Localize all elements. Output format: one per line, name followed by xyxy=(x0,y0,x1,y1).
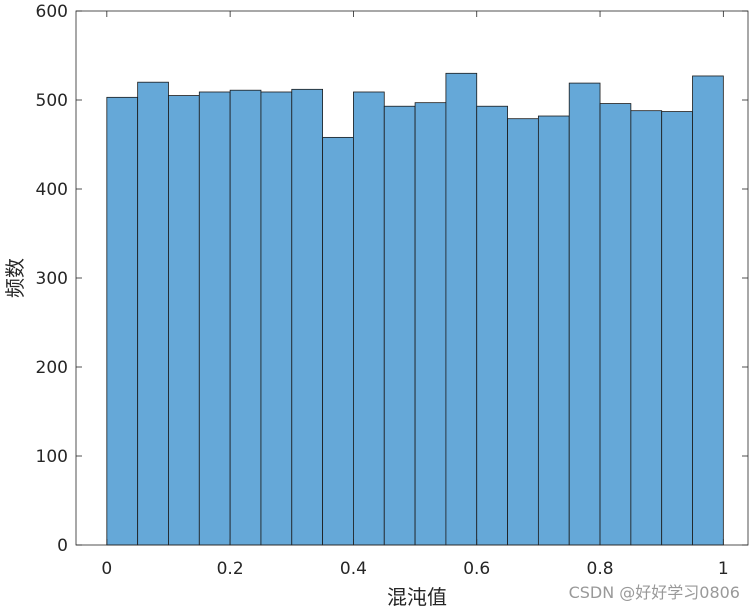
bar xyxy=(507,118,539,546)
bar xyxy=(353,91,385,546)
bar xyxy=(106,96,139,546)
x-tick-label: 0.2 xyxy=(217,559,244,579)
bar xyxy=(414,102,447,546)
y-tick-label: 400 xyxy=(36,180,68,200)
bar xyxy=(445,72,478,546)
bar xyxy=(568,82,601,546)
y-axis-label: 频数 xyxy=(3,258,27,298)
bar xyxy=(630,110,663,546)
y-tick-label: 100 xyxy=(36,447,68,467)
bar xyxy=(229,89,262,546)
bar xyxy=(537,115,570,546)
y-tick-label: 0 xyxy=(57,536,68,556)
bar xyxy=(322,136,354,546)
bar xyxy=(137,81,169,546)
y-tick-label: 600 xyxy=(36,2,68,22)
bar xyxy=(692,75,724,546)
bar xyxy=(260,91,293,546)
bar xyxy=(168,95,200,546)
y-tick-label: 500 xyxy=(36,91,68,111)
bar xyxy=(198,91,231,546)
bar xyxy=(383,105,416,546)
bar xyxy=(476,105,508,546)
x-tick-label: 0.6 xyxy=(463,559,490,579)
watermark: CSDN @好好学习0806 xyxy=(569,583,740,602)
bar xyxy=(291,88,324,546)
x-tick-label: 0.4 xyxy=(340,559,367,579)
bar xyxy=(661,111,693,546)
x-tick-label: 0 xyxy=(101,559,112,579)
bar xyxy=(599,103,632,546)
y-tick-label: 200 xyxy=(36,358,68,378)
x-axis-label: 混沌值 xyxy=(387,585,447,609)
x-tick-label: 1 xyxy=(718,559,729,579)
x-tick-label: 0.8 xyxy=(587,559,614,579)
y-tick-label: 300 xyxy=(36,269,68,289)
